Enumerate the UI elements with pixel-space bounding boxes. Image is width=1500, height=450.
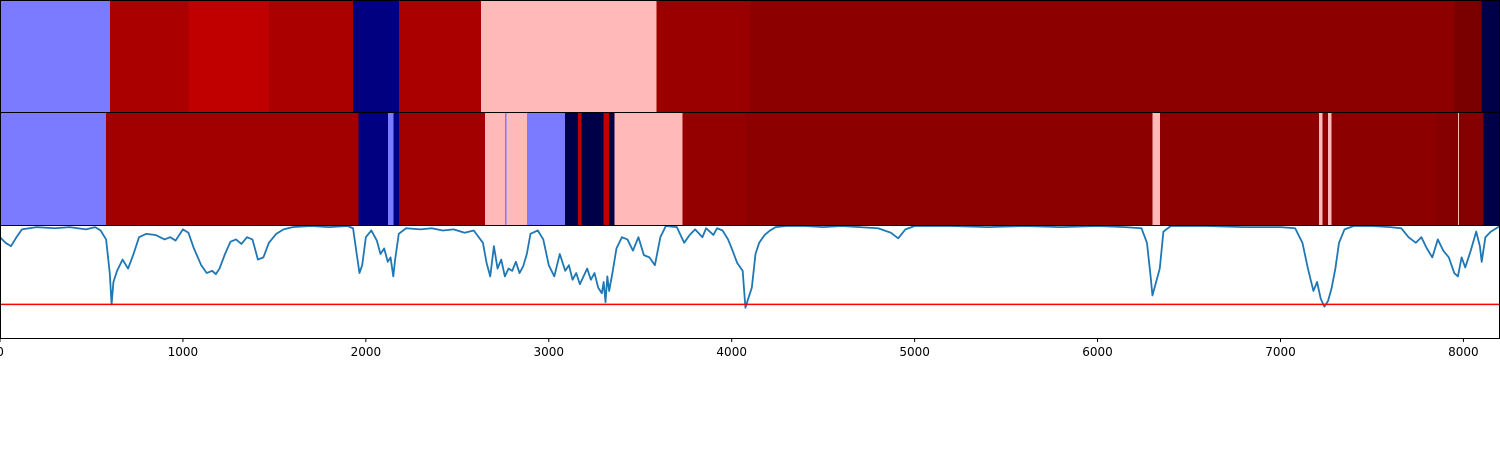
strip-0-segment-0 (0, 1, 110, 112)
strip-0-segment-3 (268, 1, 354, 112)
x-tick-label-8000: 8000 (1448, 345, 1479, 359)
strip-1-segment-10 (565, 113, 579, 225)
x-tick-label-1000: 1000 (168, 345, 199, 359)
strip-1-segment-19 (1159, 113, 1319, 225)
strip-1-segment-14 (609, 113, 615, 225)
strip-1-segment-17 (746, 113, 1153, 225)
x-tick-label-5000: 5000 (899, 345, 930, 359)
x-tick-label-6000: 6000 (1082, 345, 1113, 359)
x-tick-label-7000: 7000 (1265, 345, 1296, 359)
strip-1-segment-6 (484, 113, 505, 225)
strip-1-segment-13 (603, 113, 610, 225)
x-tick-label-3000: 3000 (534, 345, 565, 359)
strip-0-segment-1 (109, 1, 189, 112)
strip-1-segment-5 (398, 113, 485, 225)
strip-1-segment-22 (1328, 113, 1332, 225)
strip-1-segment-20 (1318, 113, 1323, 225)
segmentation-strip-top (0, 0, 1500, 113)
strip-1-segment-26 (1458, 113, 1484, 225)
strip-0-segment-9 (1454, 1, 1482, 112)
x-axis: 0 1000 2000 3000 4000 5000 6000 7000 8000 (0, 338, 1479, 359)
strip-1-segment-9 (526, 113, 566, 225)
strip-0-segment-5 (398, 1, 482, 112)
strip-1-segment-8 (506, 113, 527, 225)
strip-1-segment-23 (1331, 113, 1436, 225)
strip-0-segment-4 (353, 1, 399, 112)
strip-1-segment-7 (504, 113, 507, 225)
strip-0-segment-10 (1481, 1, 1500, 112)
strip-0-segment-7 (656, 1, 750, 112)
strip-1-segment-2 (358, 113, 388, 225)
strip-0-segment-6 (481, 1, 657, 112)
signal-line (0, 225, 1500, 309)
x-tick-label-0: 0 (0, 345, 4, 359)
strip-1-segment-25 (1457, 113, 1459, 225)
strip-1-segment-11 (578, 113, 582, 225)
strip-1-segment-0 (0, 113, 107, 225)
strip-1-segment-18 (1152, 113, 1160, 225)
x-tick-label-2000: 2000 (351, 345, 382, 359)
strip-1-segment-27 (1483, 113, 1500, 225)
strip-1-segment-16 (682, 113, 747, 225)
strip-1-segment-15 (614, 113, 683, 225)
strip-0-segment-8 (750, 1, 1455, 112)
segmentation-strip-bottom (0, 112, 1500, 226)
x-tick-label-4000: 4000 (716, 345, 747, 359)
strip-1-segment-24 (1435, 113, 1458, 225)
strip-1-segment-21 (1322, 113, 1329, 225)
strip-1-segment-3 (387, 113, 394, 225)
strip-1-segment-4 (393, 113, 399, 225)
line-panel-frame (0, 225, 1500, 339)
strip-1-segment-12 (581, 113, 604, 225)
strip-0-segment-2 (188, 1, 269, 112)
strip-1-segment-1 (106, 113, 359, 225)
line-plot-panel (0, 225, 1500, 339)
